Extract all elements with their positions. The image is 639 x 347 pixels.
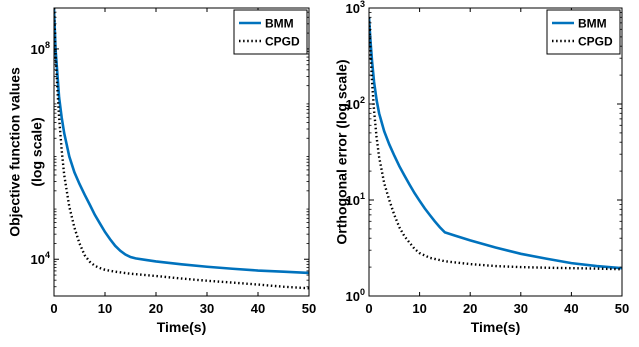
x-tick-label: 10: [412, 301, 426, 316]
y-tick-base: 10: [31, 42, 45, 57]
y-tick-base: 10: [346, 193, 360, 208]
x-tick-label: 0: [50, 301, 57, 316]
x-tick-label: 30: [200, 301, 214, 316]
x-tick-label: 50: [615, 301, 629, 316]
y-axis-label: Objective function values: [7, 67, 23, 237]
y-tick-exponent: 0: [360, 287, 365, 297]
x-axis-label: Time(s): [157, 319, 207, 335]
y-tick-label: 103: [346, 0, 365, 16]
x-tick-label: 0: [365, 301, 372, 316]
x-tick-label: 40: [251, 301, 265, 316]
x-tick-label: 20: [149, 301, 163, 316]
plot-area: [54, 8, 309, 296]
y-tick-base: 10: [346, 1, 360, 16]
legend-label-cpgd: CPGD: [265, 35, 300, 49]
y-tick-exponent: 2: [360, 95, 365, 105]
x-tick-label: 10: [98, 301, 112, 316]
y-tick-exponent: 8: [45, 40, 50, 50]
y-tick-exponent: 3: [360, 0, 365, 9]
series-line-cpgd: [369, 17, 622, 271]
y-tick-label: 104: [31, 250, 50, 267]
series-line-bmm: [369, 17, 622, 270]
y-tick-exponent: 4: [45, 250, 50, 260]
axes-box: [368, 7, 623, 297]
x-tick-label: 40: [564, 301, 578, 316]
x-tick-label: 20: [463, 301, 477, 316]
series-line-cpgd: [54, 8, 309, 290]
y-tick-exponent: 1: [360, 191, 365, 201]
axes-box: [53, 7, 310, 297]
y-tick-base: 10: [346, 289, 360, 304]
y-tick-label: 102: [346, 95, 365, 112]
x-tick-label: 30: [514, 301, 528, 316]
legend: BMM CPGD: [546, 9, 621, 55]
legend-box: [233, 9, 308, 55]
y-tick-label: 101: [346, 191, 365, 208]
y-tick-base: 10: [31, 252, 45, 267]
legend-label-bmm: BMM: [578, 17, 607, 31]
x-axis-label: Time(s): [471, 319, 521, 335]
legend-box: [546, 9, 621, 55]
series-line-bmm: [54, 8, 309, 275]
legend: BMM CPGD: [233, 9, 308, 55]
y-tick-base: 10: [346, 97, 360, 112]
legend-label-cpgd: CPGD: [578, 35, 613, 49]
x-tick-label: 50: [302, 301, 316, 316]
y-axis-label: Orthogonal error (log scale): [334, 59, 350, 244]
y-tick-label: 108: [31, 40, 50, 57]
legend-label-bmm: BMM: [265, 17, 294, 31]
y-tick-label: 100: [346, 287, 365, 304]
y-axis-label: (log scale): [29, 117, 45, 186]
chart-right: 0 10 20 30 40 50100101102103Time(s)Orthogonal…: [334, 0, 630, 335]
